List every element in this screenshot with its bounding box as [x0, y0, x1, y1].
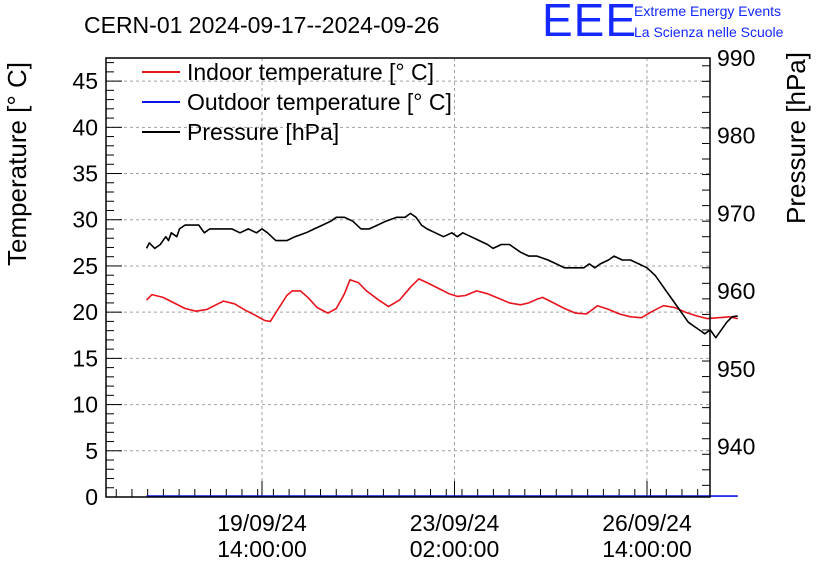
- plot-frame: [105, 57, 711, 498]
- eee-logo: EEE: [542, 0, 638, 46]
- y-axis-label-right: Pressure [hPa]: [781, 52, 811, 224]
- y-tick-label-right: 960: [717, 278, 755, 304]
- legend-label: Indoor temperature [° C]: [187, 59, 434, 85]
- y-tick-label-left: 0: [85, 484, 98, 510]
- x-tick-label-date: 26/09/24: [602, 510, 692, 536]
- y-axis-label-left: Temperature [° C]: [2, 62, 32, 266]
- y-tick-label-right: 980: [717, 123, 755, 149]
- legend-label: Pressure [hPa]: [187, 119, 339, 145]
- legend-label: Outdoor temperature [° C]: [187, 89, 452, 115]
- y-tick-label-left: 25: [72, 253, 98, 279]
- y-tick-label-left: 30: [72, 207, 98, 233]
- y-tick-label-right: 990: [717, 45, 755, 71]
- x-tick-label-time: 14:00:00: [602, 536, 692, 562]
- brand-subtitle: La Scienza nelle Scuole: [634, 24, 784, 40]
- series-lines: [145, 212, 738, 497]
- axes: 0 5 10 15 20 25 30 35 40 45 940 950 960 970 980 990 19/0…: [72, 45, 755, 562]
- y-tick-label-right: 950: [717, 356, 755, 382]
- y-tick-label-left: 5: [85, 438, 98, 464]
- legend: Indoor temperature [° C] Outdoor temperat…: [142, 59, 452, 145]
- y-tick-label-right: 970: [717, 200, 755, 226]
- series-line-3: [145, 212, 738, 339]
- y-tick-label-left: 20: [72, 299, 98, 325]
- chart-title: CERN-01 2024-09-17--2024-09-26: [84, 12, 439, 38]
- brand-block: EEE Extreme Energy Events La Scienza nel…: [536, 0, 836, 48]
- y-tick-label-right: 940: [717, 433, 755, 459]
- brand-name: Extreme Energy Events: [634, 3, 782, 19]
- y-tick-label-left: 35: [72, 161, 98, 187]
- y-tick-label-left: 10: [72, 392, 98, 418]
- x-tick-label-date: 19/09/24: [217, 510, 307, 536]
- x-tick-label-date: 23/09/24: [410, 510, 500, 536]
- grid: [106, 58, 710, 497]
- series-line-1: [145, 278, 738, 323]
- x-tick-label-time: 02:00:00: [410, 536, 500, 562]
- x-tick-label-time: 14:00:00: [217, 536, 307, 562]
- y-tick-label-left: 15: [72, 345, 98, 371]
- y-tick-label-left: 45: [72, 68, 98, 94]
- y-tick-label-left: 40: [72, 114, 98, 140]
